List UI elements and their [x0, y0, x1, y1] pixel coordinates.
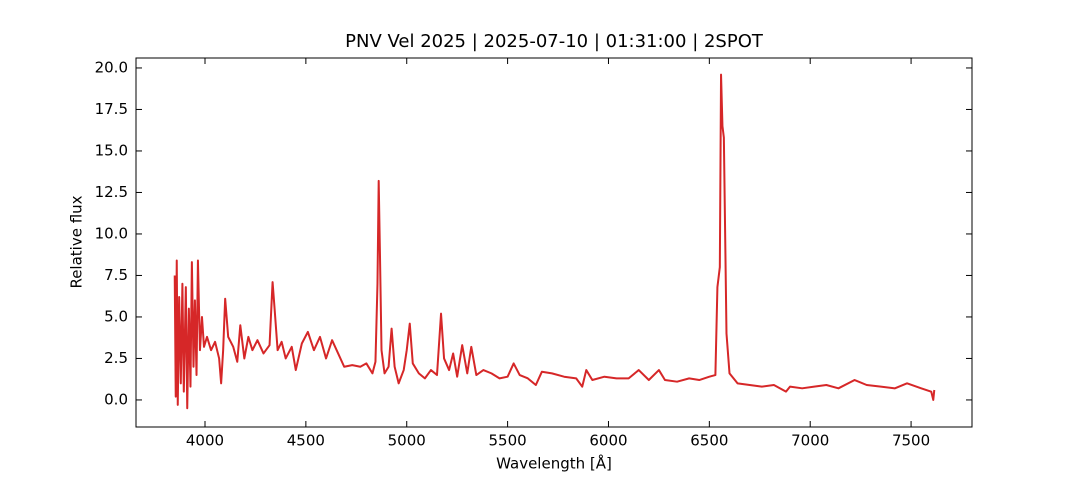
y-tick-label: 12.5: [95, 183, 128, 201]
x-tick-label: 5000: [388, 432, 426, 450]
x-tick-label: 5500: [489, 432, 527, 450]
x-axis-label: Wavelength [Å]: [496, 454, 612, 473]
x-tick-label: 6000: [589, 432, 627, 450]
plot-frame: [135, 57, 973, 428]
y-tick-label: 20.0: [95, 58, 128, 76]
y-tick-label: 0.0: [104, 390, 128, 408]
y-tick-label: 7.5: [104, 266, 128, 284]
y-tick-label: 15.0: [95, 141, 128, 159]
spectrum-line: [173, 73, 936, 410]
x-tick-label: 6500: [690, 432, 728, 450]
y-tick-label: 10.0: [95, 224, 128, 242]
y-axis-label: Relative flux: [68, 195, 86, 288]
y-tick-label: 17.5: [95, 100, 128, 118]
y-tick-label: 2.5: [104, 349, 128, 367]
x-tick-label: 4000: [186, 432, 224, 450]
y-tick-label: 5.0: [104, 307, 128, 325]
x-tick-label: 4500: [287, 432, 325, 450]
x-tick-label: 7500: [892, 432, 930, 450]
chart-title: PNV Vel 2025 | 2025-07-10 | 01:31:00 | 2…: [345, 31, 764, 52]
x-tick-label: 7000: [791, 432, 829, 450]
